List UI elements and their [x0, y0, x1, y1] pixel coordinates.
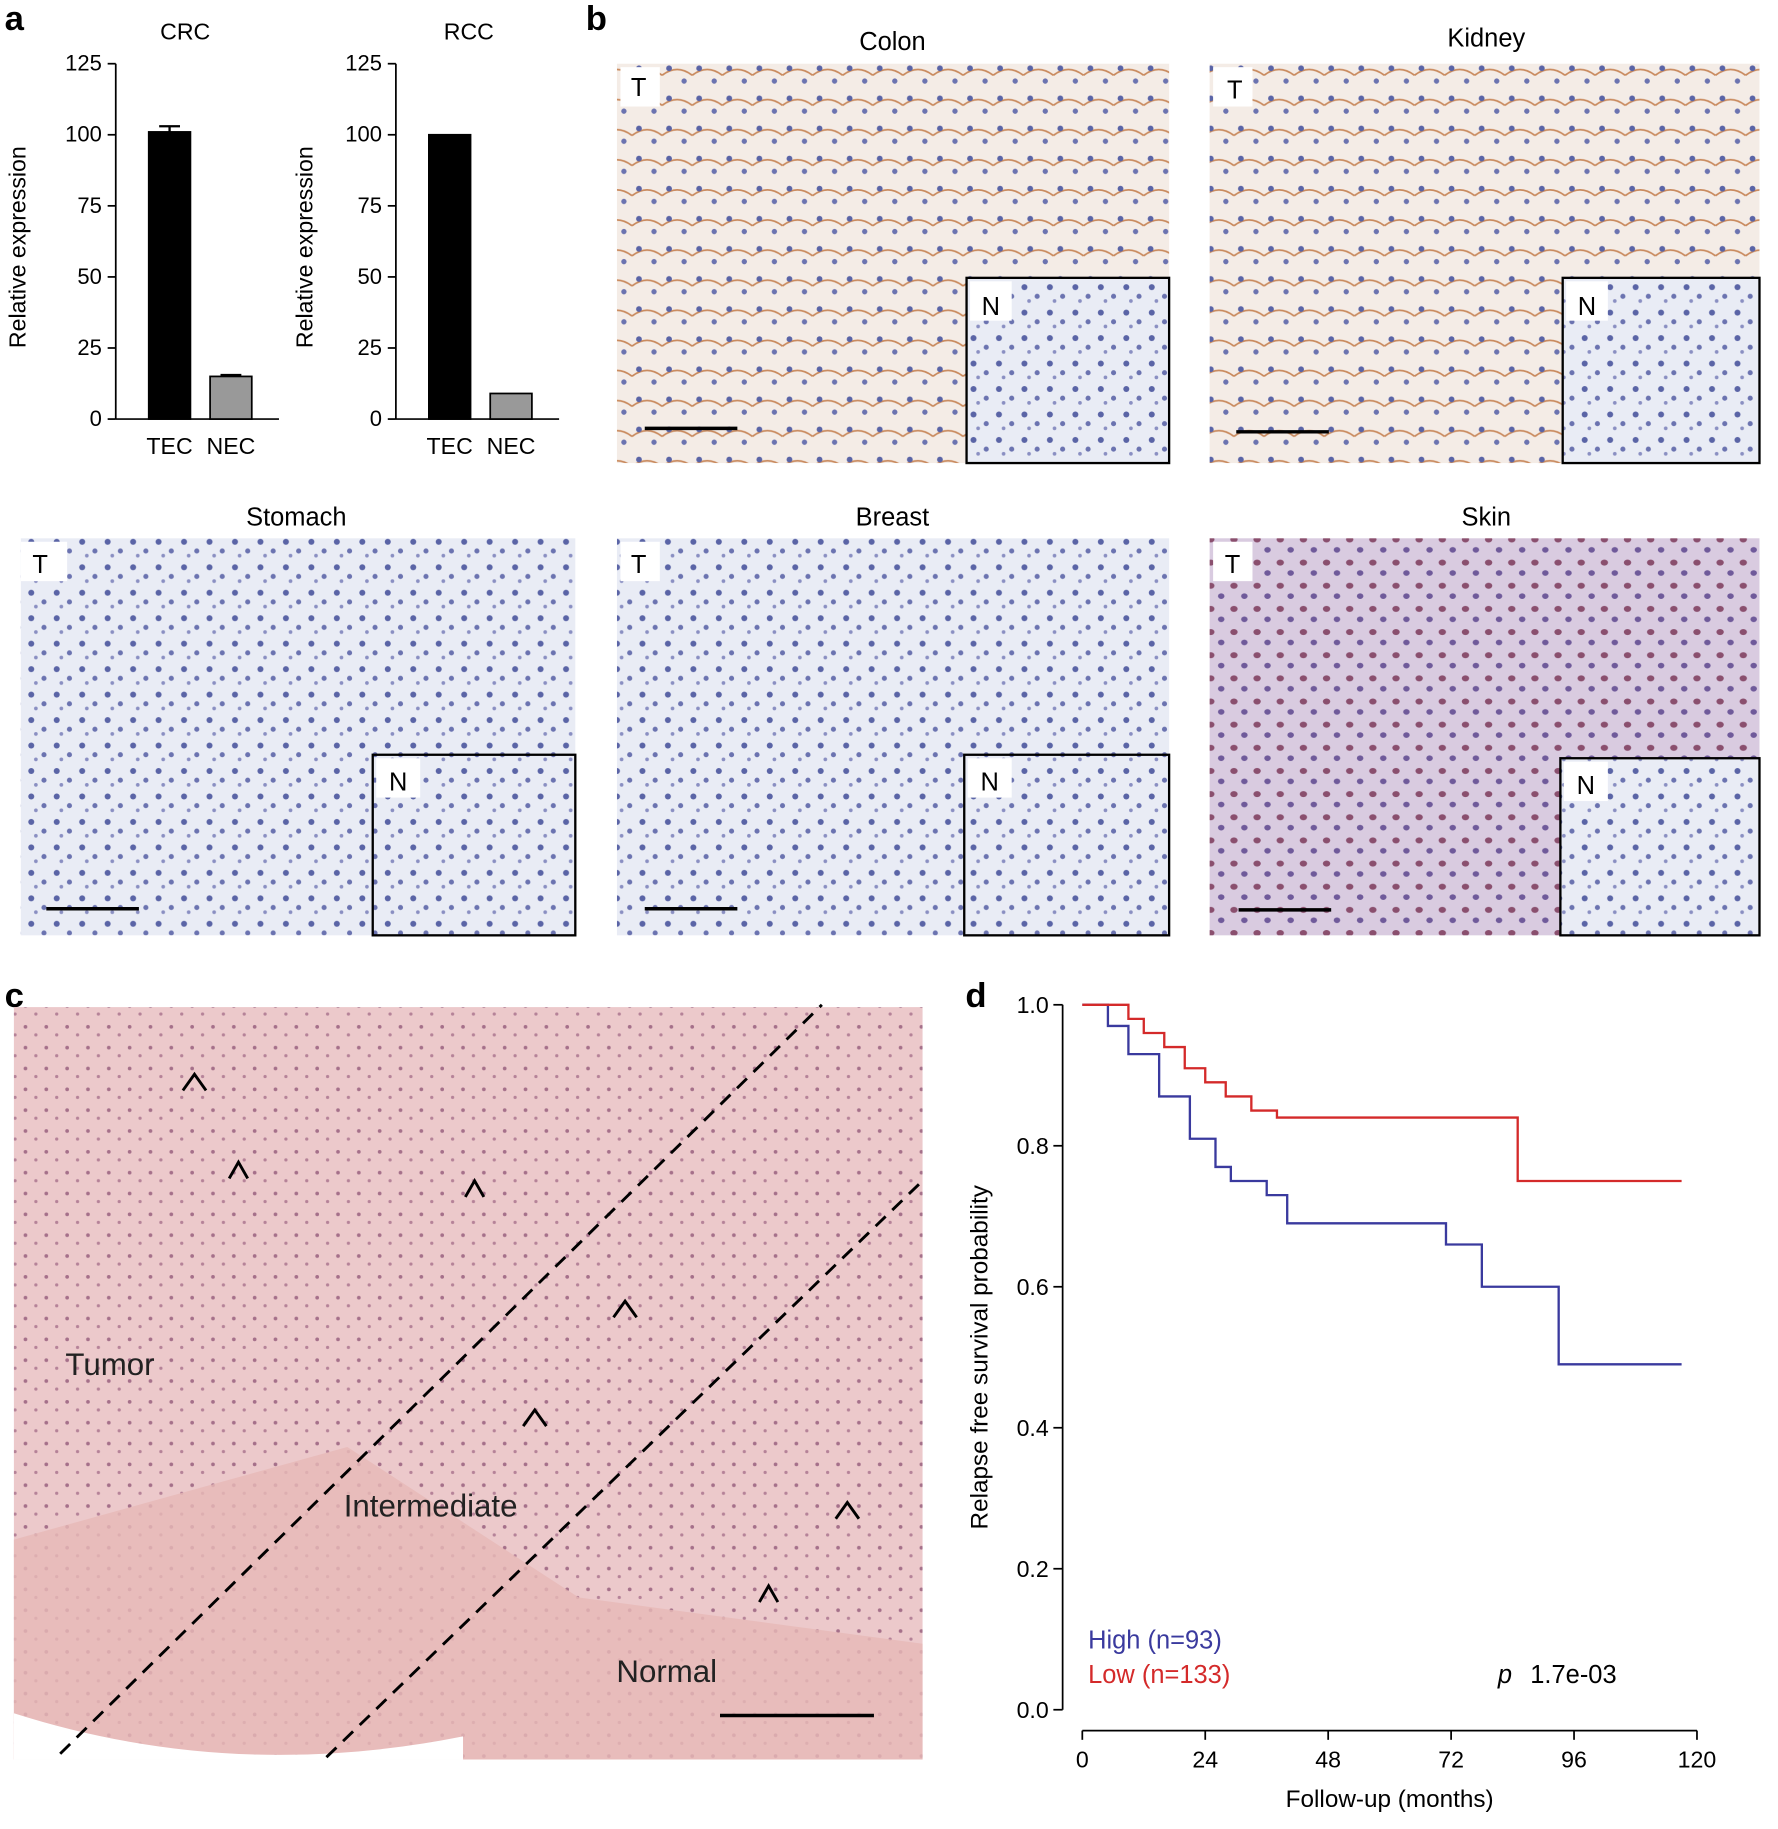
panel-label: a: [5, 0, 25, 38]
histology-colon: Colon T N: [616, 28, 1171, 465]
tissue-title: Stomach: [246, 504, 346, 532]
y-tick-label: 0: [370, 406, 382, 431]
tumor-label: T: [631, 551, 647, 579]
y-tick-label: 0: [90, 406, 102, 431]
y-tick-label: 0.0: [1017, 1697, 1049, 1723]
y-axis-label: Relative expression: [4, 146, 30, 348]
region-label: Normal: [616, 1654, 717, 1689]
error-bar: [159, 125, 180, 132]
x-tick-label: 24: [1192, 1747, 1218, 1773]
survival-curve: [1082, 1003, 1682, 1183]
y-tick-label: 75: [358, 193, 382, 218]
y-tick-label: 100: [65, 122, 102, 147]
histology-margin: Tumor Intermediate Normal: [13, 1003, 924, 1760]
y-tick-label: 50: [358, 264, 382, 289]
p-value: 1.7e-03: [1530, 1661, 1616, 1689]
tissue-title: Breast: [856, 504, 930, 532]
panel-label: d: [965, 977, 986, 1015]
x-tick-label: 0: [1076, 1747, 1089, 1773]
x-tick-label: 96: [1561, 1747, 1587, 1773]
y-tick-label: 1.0: [1017, 992, 1049, 1018]
p-label: p: [1497, 1661, 1512, 1689]
histology-breast: Breast T N: [616, 504, 1171, 937]
normal-label: N: [982, 293, 1000, 321]
y-tick-label: 0.8: [1017, 1133, 1049, 1159]
survival-curve: [1082, 1003, 1682, 1366]
tissue-title: Kidney: [1447, 24, 1525, 52]
normal-label: N: [980, 769, 998, 797]
y-tick-label: 0.4: [1017, 1415, 1049, 1441]
y-tick-label: 75: [77, 193, 101, 218]
y-axis-label: Relative expression: [292, 146, 318, 348]
y-tick-label: 0.6: [1017, 1274, 1049, 1300]
x-tick-label: TEC: [427, 433, 473, 459]
histology-stomach: Stomach T N: [20, 504, 577, 937]
tumor-label: T: [32, 551, 48, 579]
x-tick-label: 48: [1315, 1747, 1341, 1773]
histology-skin: Skin T N: [1209, 504, 1761, 937]
tumor-label: T: [631, 74, 647, 102]
y-tick-label: 125: [65, 51, 102, 76]
error-bar: [220, 373, 242, 377]
tumor-label: T: [1225, 551, 1241, 579]
y-axis-label: Relapse free survival probability: [966, 1184, 993, 1529]
bar: [147, 131, 192, 420]
x-tick-label: NEC: [487, 433, 536, 459]
legend-entry: High (n=93): [1088, 1626, 1222, 1654]
y-tick-label: 0.2: [1017, 1556, 1049, 1582]
panel-label: b: [586, 0, 607, 38]
bar: [209, 375, 253, 420]
y-tick-label: 100: [345, 122, 382, 147]
x-tick-label: 120: [1678, 1747, 1717, 1773]
x-tick-label: TEC: [146, 433, 192, 459]
normal-label: N: [1578, 293, 1596, 321]
x-axis-label: Follow-up (months): [1286, 1786, 1494, 1813]
region-label: Tumor: [65, 1347, 154, 1382]
normal-label: N: [1577, 772, 1595, 800]
x-tick-label: 72: [1438, 1747, 1464, 1773]
panel-label: c: [5, 977, 24, 1015]
x-tick-label: NEC: [207, 433, 256, 459]
y-tick-label: 50: [77, 264, 101, 289]
tissue-title: Colon: [859, 28, 926, 56]
chart-title: RCC: [444, 18, 494, 44]
tissue-title: Skin: [1462, 504, 1512, 532]
region-label: Intermediate: [344, 1488, 518, 1523]
y-tick-label: 125: [345, 51, 382, 76]
histology-kidney: Kidney T N: [1209, 24, 1761, 465]
bar: [428, 133, 472, 420]
bar: [489, 392, 533, 420]
y-tick-label: 25: [358, 335, 382, 360]
chart-title: CRC: [160, 18, 210, 44]
y-tick-label: 25: [77, 335, 101, 360]
tumor-label: T: [1227, 76, 1243, 104]
normal-label: N: [389, 769, 407, 797]
legend-entry: Low (n=133): [1088, 1661, 1230, 1689]
